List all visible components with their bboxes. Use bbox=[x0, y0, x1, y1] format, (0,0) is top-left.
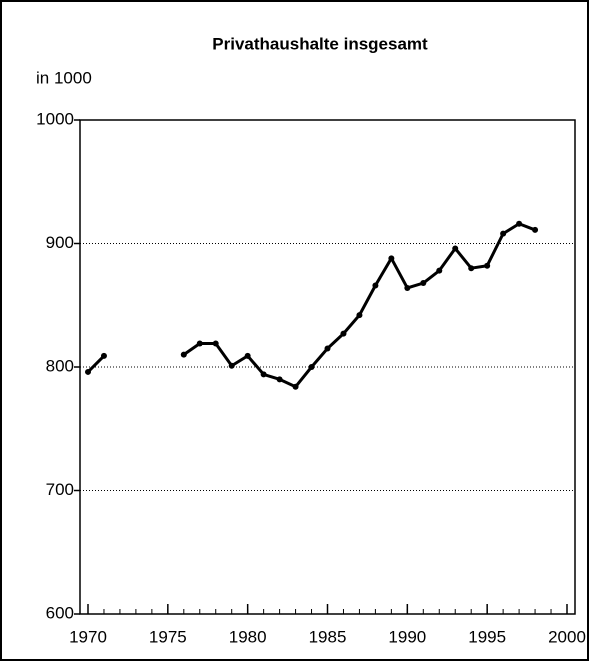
data-point bbox=[436, 267, 443, 274]
data-point bbox=[340, 330, 347, 337]
chart-title: Privathaushalte insgesamt bbox=[212, 34, 428, 53]
x-tick-label: 1975 bbox=[149, 627, 187, 646]
data-point bbox=[372, 282, 379, 289]
data-point bbox=[452, 245, 459, 252]
data-point bbox=[212, 340, 219, 347]
data-point bbox=[484, 262, 491, 269]
y-tick-label: 700 bbox=[46, 480, 74, 499]
data-point bbox=[244, 352, 251, 359]
data-point bbox=[85, 368, 91, 375]
x-tick-label: 1985 bbox=[309, 627, 347, 646]
data-point bbox=[388, 255, 395, 262]
y-tick-label: 1000 bbox=[36, 109, 74, 128]
y-tick-label: 900 bbox=[46, 233, 74, 252]
data-point bbox=[228, 362, 235, 369]
x-tick-label: 1980 bbox=[229, 627, 267, 646]
data-point bbox=[532, 226, 539, 233]
x-tick-label: 2000 bbox=[548, 627, 586, 646]
data-point bbox=[292, 383, 299, 390]
data-line bbox=[86, 222, 536, 389]
data-point bbox=[276, 376, 283, 383]
data-point bbox=[260, 371, 267, 378]
y-tick-label: 800 bbox=[46, 356, 74, 375]
data-point bbox=[500, 230, 507, 237]
data-point bbox=[468, 265, 475, 272]
x-tick-label: 1970 bbox=[69, 627, 107, 646]
data-point bbox=[516, 220, 523, 227]
data-point bbox=[356, 312, 363, 319]
y-tick-label: 600 bbox=[46, 603, 74, 622]
y-axis-label: in 1000 bbox=[36, 68, 92, 87]
data-point bbox=[404, 284, 411, 291]
data-point bbox=[180, 351, 187, 358]
data-point bbox=[420, 280, 427, 287]
data-point bbox=[308, 364, 315, 370]
data-point bbox=[196, 340, 203, 347]
data-point bbox=[324, 345, 331, 352]
x-tick-label: 1990 bbox=[388, 627, 426, 646]
data-point bbox=[100, 352, 107, 359]
x-tick-label: 1995 bbox=[468, 627, 506, 646]
